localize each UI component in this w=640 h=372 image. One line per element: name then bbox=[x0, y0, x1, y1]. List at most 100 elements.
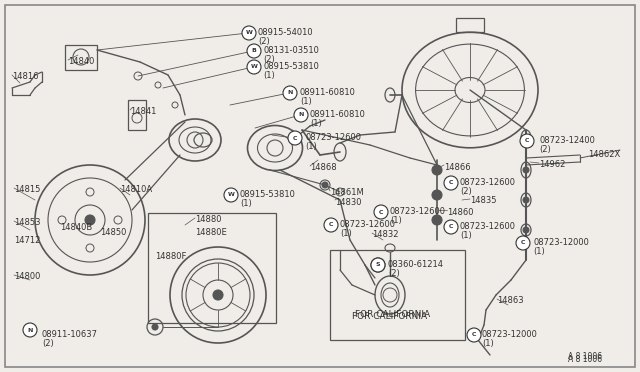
Circle shape bbox=[242, 26, 256, 40]
Text: 08911-10637: 08911-10637 bbox=[42, 330, 98, 339]
Text: 14866: 14866 bbox=[444, 163, 470, 172]
Text: 14830: 14830 bbox=[335, 198, 362, 207]
Text: 14841: 14841 bbox=[130, 107, 156, 116]
Circle shape bbox=[224, 188, 238, 202]
Text: 14840: 14840 bbox=[68, 57, 94, 66]
Text: 14861M: 14861M bbox=[330, 188, 364, 197]
Circle shape bbox=[523, 167, 529, 173]
Text: 14815: 14815 bbox=[14, 185, 40, 194]
Text: 14835: 14835 bbox=[470, 196, 497, 205]
Text: 08915-54010: 08915-54010 bbox=[258, 28, 314, 37]
Text: (1): (1) bbox=[300, 97, 312, 106]
Text: (2): (2) bbox=[460, 187, 472, 196]
Circle shape bbox=[374, 205, 388, 219]
Text: (2): (2) bbox=[258, 37, 269, 46]
Text: (1): (1) bbox=[460, 231, 472, 240]
Text: C: C bbox=[379, 209, 383, 215]
Bar bbox=[128, 100, 146, 130]
Text: 14868: 14868 bbox=[310, 163, 337, 172]
Text: (1): (1) bbox=[482, 339, 493, 348]
Text: C: C bbox=[449, 180, 453, 186]
Text: 08915-53810: 08915-53810 bbox=[240, 190, 296, 199]
Text: FOR CALIFORNIA: FOR CALIFORNIA bbox=[352, 312, 427, 321]
Text: 08723-12600: 08723-12600 bbox=[340, 220, 396, 229]
Text: A 8 1006: A 8 1006 bbox=[568, 352, 602, 361]
Circle shape bbox=[523, 197, 529, 203]
Text: (1): (1) bbox=[390, 216, 402, 225]
Text: W: W bbox=[228, 192, 234, 198]
Text: 08723-12600: 08723-12600 bbox=[390, 207, 446, 216]
Text: 14816: 14816 bbox=[12, 72, 38, 81]
Circle shape bbox=[523, 227, 529, 233]
Circle shape bbox=[85, 215, 95, 225]
Bar bbox=[65, 45, 97, 70]
Text: C: C bbox=[525, 138, 529, 144]
Bar bbox=[330, 250, 465, 340]
Text: (2): (2) bbox=[263, 55, 275, 64]
Text: 14853: 14853 bbox=[14, 218, 40, 227]
Text: 08131-03510: 08131-03510 bbox=[263, 46, 319, 55]
Circle shape bbox=[520, 134, 534, 148]
Circle shape bbox=[288, 131, 302, 145]
Text: C: C bbox=[329, 222, 333, 228]
Circle shape bbox=[432, 190, 442, 200]
Text: 14862X: 14862X bbox=[588, 150, 620, 159]
Text: 14712: 14712 bbox=[14, 236, 40, 245]
Text: 08723-12600: 08723-12600 bbox=[460, 222, 516, 231]
Text: N: N bbox=[298, 112, 304, 118]
Circle shape bbox=[213, 290, 223, 300]
Text: (1): (1) bbox=[533, 247, 545, 256]
Text: (1): (1) bbox=[240, 199, 252, 208]
Text: 08911-60810: 08911-60810 bbox=[300, 88, 356, 97]
Circle shape bbox=[283, 86, 297, 100]
Text: (1): (1) bbox=[263, 71, 275, 80]
Text: (1): (1) bbox=[310, 119, 322, 128]
Text: 14860: 14860 bbox=[447, 208, 474, 217]
Text: 08723-12600: 08723-12600 bbox=[460, 178, 516, 187]
Text: 14962: 14962 bbox=[539, 160, 565, 169]
Text: 08723-12000: 08723-12000 bbox=[533, 238, 589, 247]
Text: C: C bbox=[292, 135, 297, 141]
Circle shape bbox=[516, 236, 530, 250]
Text: 14880: 14880 bbox=[195, 215, 221, 224]
Text: A 8 1006: A 8 1006 bbox=[568, 355, 602, 364]
Circle shape bbox=[467, 328, 481, 342]
Text: 08360-61214: 08360-61214 bbox=[388, 260, 444, 269]
Text: (2): (2) bbox=[42, 339, 54, 348]
Text: C: C bbox=[521, 241, 525, 246]
Circle shape bbox=[152, 324, 158, 330]
Bar bbox=[148, 213, 276, 323]
Text: B: B bbox=[252, 48, 257, 54]
Text: 08723-12600: 08723-12600 bbox=[305, 133, 361, 142]
Circle shape bbox=[294, 108, 308, 122]
Text: 14880E: 14880E bbox=[195, 228, 227, 237]
Text: W: W bbox=[251, 64, 257, 70]
Circle shape bbox=[523, 135, 529, 141]
Text: 08915-53810: 08915-53810 bbox=[263, 62, 319, 71]
Text: (1): (1) bbox=[305, 142, 317, 151]
Circle shape bbox=[371, 258, 385, 272]
Text: S: S bbox=[376, 263, 380, 267]
Text: N: N bbox=[287, 90, 292, 96]
Text: W: W bbox=[246, 31, 252, 35]
Text: 14840B: 14840B bbox=[60, 223, 92, 232]
Text: 14863: 14863 bbox=[497, 296, 524, 305]
Text: 14800: 14800 bbox=[14, 272, 40, 281]
Text: 14832: 14832 bbox=[372, 230, 399, 239]
Circle shape bbox=[322, 182, 328, 188]
Text: 14880F: 14880F bbox=[155, 252, 186, 261]
Text: FOR CALIFORNIA: FOR CALIFORNIA bbox=[355, 310, 430, 319]
Text: 08723-12000: 08723-12000 bbox=[482, 330, 538, 339]
Text: (2): (2) bbox=[539, 145, 551, 154]
Circle shape bbox=[432, 165, 442, 175]
Text: (2): (2) bbox=[388, 269, 400, 278]
Circle shape bbox=[247, 44, 261, 58]
Circle shape bbox=[324, 218, 338, 232]
Text: 08911-60810: 08911-60810 bbox=[310, 110, 366, 119]
Bar bbox=[456, 18, 484, 32]
Text: 14850: 14850 bbox=[100, 228, 126, 237]
Text: (1): (1) bbox=[340, 229, 352, 238]
Circle shape bbox=[432, 215, 442, 225]
Circle shape bbox=[247, 60, 261, 74]
Text: 14810A: 14810A bbox=[120, 185, 152, 194]
